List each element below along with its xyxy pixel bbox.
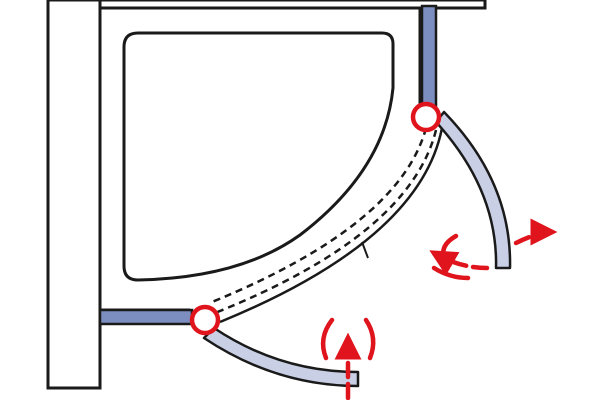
left-wall [46, 0, 102, 390]
arrow-swing-right [429, 218, 558, 281]
door-leaf-bottom-open [202, 326, 360, 388]
wall-profile-bottom [98, 308, 194, 326]
door-leaf-right-open [434, 110, 512, 270]
hinge-pivot-bottom [189, 304, 221, 336]
hinge-pivot-right [410, 101, 442, 133]
shower-tray [122, 31, 395, 282]
wall-outline [46, 0, 487, 390]
closed-door-dashed [211, 127, 438, 315]
door-tick [361, 241, 369, 259]
arrow-swing-bottom [320, 317, 376, 400]
enclosure-arc-outer [219, 127, 444, 324]
wall-profile-right [420, 4, 438, 108]
